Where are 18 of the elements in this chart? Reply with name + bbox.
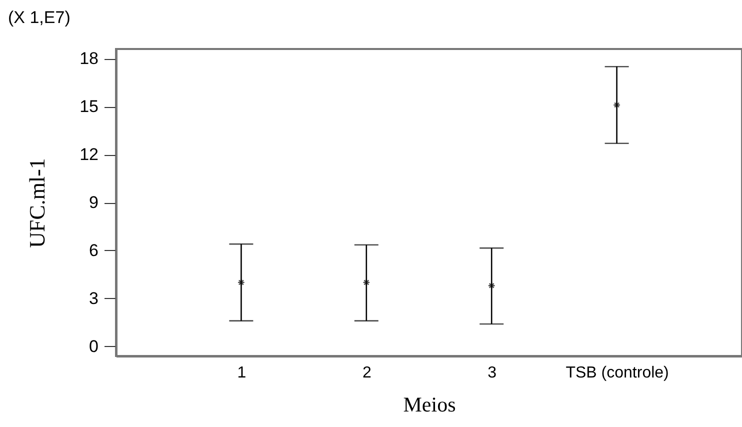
x-tick-label: 3: [488, 364, 497, 382]
x-tick-label: 2: [362, 364, 372, 382]
text: (X 1,E7): [8, 8, 70, 28]
y-tick-label: 3: [89, 288, 98, 308]
y-tick-label: 6: [89, 240, 98, 260]
y-tick-label: 12: [80, 145, 98, 164]
point: [362, 278, 370, 286]
point: [237, 278, 245, 286]
x-tick-label: 1: [237, 364, 246, 382]
y-tick-label: 18: [80, 49, 98, 68]
y-tick-label: 0: [89, 336, 98, 356]
x-axis-title: Meios: [403, 392, 456, 416]
point: [613, 101, 621, 109]
y-axis-title: UFC.ml-1: [24, 158, 50, 248]
y-tick-label: 15: [80, 97, 98, 116]
y-tick-label: 9: [89, 193, 98, 212]
x-tick-label: TSB (controle): [566, 364, 669, 382]
point: [488, 282, 496, 290]
